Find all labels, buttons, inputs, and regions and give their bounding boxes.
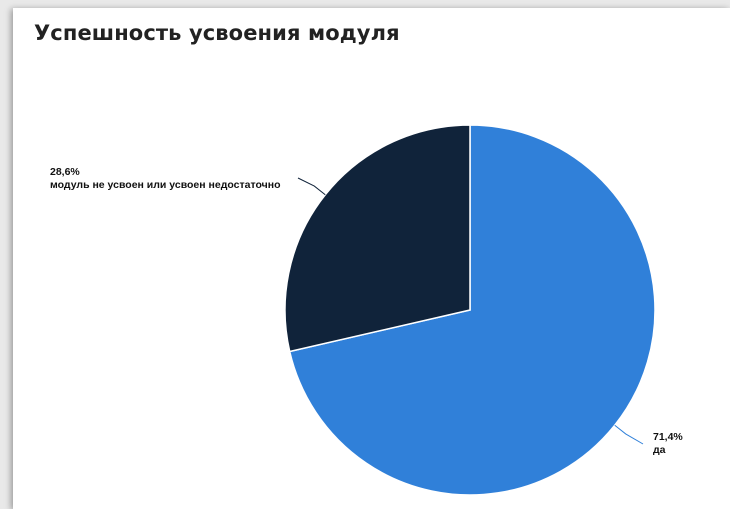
pie-slices xyxy=(284,124,656,496)
pie-chart: 28,6% модуль не усвоен или усвоен недост… xyxy=(50,124,683,496)
slice-label-yes-value: 71,4% xyxy=(653,431,683,443)
chart-title: Успешность усвоения модуля xyxy=(34,21,400,45)
leader-line-yes xyxy=(614,424,644,445)
chart-card: Успешность усвоения модуля 28,6% модуль … xyxy=(13,8,730,509)
slice-label-yes-name: да xyxy=(653,444,666,456)
slice-label-not-mastered-value: 28,6% xyxy=(50,166,80,178)
slice-label-not-mastered-name: модуль не усвоен или усвоен недостаточно xyxy=(50,179,280,191)
leader-line-not-mastered xyxy=(297,177,326,196)
pie-slice-not-mastered xyxy=(284,124,471,353)
leader-lines xyxy=(297,177,644,445)
